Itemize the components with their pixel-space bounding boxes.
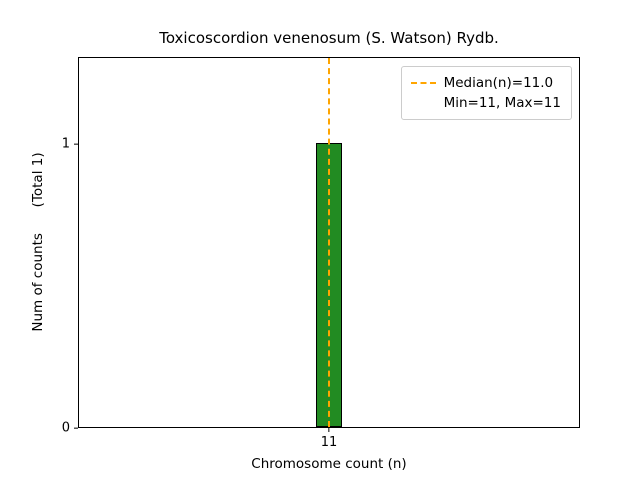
- y-tick-mark: [74, 143, 78, 145]
- legend: Median(n)=11.0 Min=11, Max=11: [400, 66, 572, 120]
- legend-entry: Min=11, Max=11: [411, 93, 561, 113]
- y-tick-label: 0: [61, 420, 70, 436]
- y-axis: 0 1: [0, 57, 78, 435]
- legend-entry: Median(n)=11.0: [410, 73, 561, 93]
- median-line: [328, 58, 330, 427]
- chart-title: Toxicoscordion venenosum (S. Watson) Ryd…: [159, 29, 499, 47]
- y-tick-mark: [74, 427, 78, 429]
- legend-label: Min=11, Max=11: [443, 95, 561, 111]
- legend-line-sample: [410, 82, 436, 84]
- x-axis: 11 Chromosome count (n): [78, 428, 580, 480]
- x-axis-label: Chromosome count (n): [251, 456, 407, 472]
- plot-area: Median(n)=11.0 Min=11, Max=11: [78, 57, 580, 428]
- y-axis-label: Num of counts (Total 1): [30, 152, 46, 332]
- x-tick-mark: [328, 428, 330, 432]
- legend-label: Median(n)=11.0: [443, 75, 554, 91]
- y-tick-label: 1: [61, 136, 70, 152]
- x-tick-label: 11: [320, 435, 338, 450]
